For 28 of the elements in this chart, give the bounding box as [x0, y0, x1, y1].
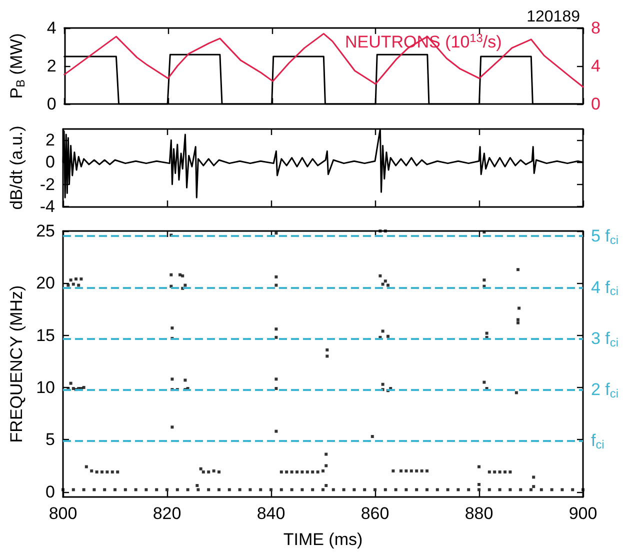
x-axis-title: TIME (ms) — [283, 530, 363, 549]
y-tick-label: 2 — [46, 56, 56, 76]
y2-tick-label: 8 — [591, 18, 600, 38]
x-tick-label: 840 — [256, 504, 286, 523]
y2-tick-label: 0 — [591, 94, 600, 114]
x-tick-label: 860 — [360, 504, 390, 523]
x-tick-label: 820 — [152, 504, 182, 523]
y-axis-title: PB (MW) — [7, 33, 28, 99]
y-tick-label: 5 — [46, 430, 55, 450]
chart-title: 120189 — [526, 8, 580, 26]
y-tick-label: 2 — [46, 130, 55, 150]
y-tick-label: 0 — [46, 482, 55, 502]
y-tick-label: 25 — [36, 222, 55, 240]
y-tick-label: 20 — [36, 274, 55, 293]
y-tick-label: 4 — [46, 18, 56, 38]
y2-tick-label: 4 — [591, 56, 600, 76]
y-tick-label: -2 — [40, 174, 55, 194]
y-tick-label: 15 — [36, 326, 55, 345]
x-tick-label: 800 — [48, 504, 78, 523]
y-tick-label: 0 — [46, 152, 55, 172]
y-tick-label: -4 — [40, 197, 55, 216]
y-tick-label: 0 — [46, 94, 56, 114]
y-axis-title: FREQUENCY (MHz) — [7, 285, 26, 443]
y-axis-title: dB/dt (a.u.) — [7, 126, 26, 210]
x-tick-label: 900 — [568, 504, 598, 523]
x-tick-label: 880 — [464, 504, 494, 523]
y-tick-label: 10 — [36, 378, 55, 397]
line-series — [64, 32, 584, 88]
